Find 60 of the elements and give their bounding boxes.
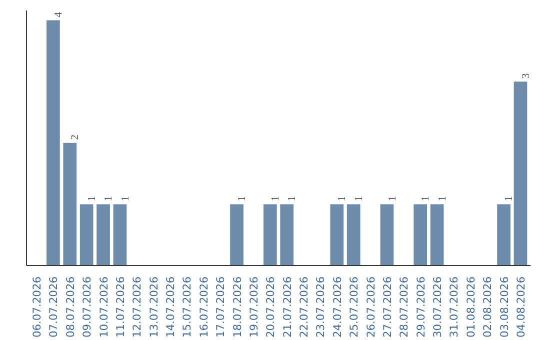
x-tick-label: 31.07.2026 xyxy=(448,276,461,338)
x-tick-label: 22.07.2026 xyxy=(298,276,311,338)
x-tick-label: 14.07.2026 xyxy=(164,276,178,338)
bar xyxy=(113,204,127,266)
data-label: 3 xyxy=(520,73,532,79)
data-label: 1 xyxy=(387,196,398,202)
x-tick-label: 17.07.2026 xyxy=(214,276,228,338)
bar xyxy=(514,82,528,266)
x-tick-label: 09.07.2026 xyxy=(80,276,94,338)
data-label: 1 xyxy=(270,196,282,202)
bar xyxy=(430,204,444,266)
x-tick-label: 10.07.2026 xyxy=(97,276,110,338)
bar xyxy=(96,204,110,266)
data-label: 1 xyxy=(420,196,432,202)
x-tick-label: 01.08.2026 xyxy=(464,276,478,338)
x-tick-label: 21.07.2026 xyxy=(280,276,294,338)
x-tick-label: 29.07.2026 xyxy=(414,276,428,338)
bar xyxy=(263,204,277,266)
bar xyxy=(280,204,294,266)
data-label: 2 xyxy=(70,134,82,140)
data-label: 1 xyxy=(287,196,298,202)
x-tick-label: 25.07.2026 xyxy=(348,276,361,338)
x-tick-label: 03.08.2026 xyxy=(498,276,511,338)
data-label: 1 xyxy=(504,196,516,202)
data-label: 1 xyxy=(86,196,98,202)
x-tick-label: 06.07.2026 xyxy=(30,276,44,338)
x-tick-label: 23.07.2026 xyxy=(314,276,328,338)
x-tick-label: 04.08.2026 xyxy=(514,276,528,338)
x-tick-label: 27.07.2026 xyxy=(380,276,394,338)
x-tick-label: 19.07.2026 xyxy=(247,276,260,338)
data-label: 1 xyxy=(437,196,448,202)
bar xyxy=(380,204,394,266)
bar xyxy=(80,204,94,266)
x-tick-label: 13.07.2026 xyxy=(147,276,160,338)
x-tick-label: 02.08.2026 xyxy=(481,276,494,338)
bar xyxy=(230,204,244,266)
data-label: 4 xyxy=(54,11,65,18)
bar xyxy=(414,204,428,266)
data-label: 1 xyxy=(237,196,248,202)
x-tick-label: 18.07.2026 xyxy=(230,276,244,338)
x-tick-label: 24.07.2026 xyxy=(330,276,344,338)
bar xyxy=(346,204,360,266)
x-tick-label: 30.07.2026 xyxy=(431,276,444,338)
bar xyxy=(330,204,344,266)
x-tick-label: 12.07.2026 xyxy=(130,276,144,338)
data-label: 1 xyxy=(120,196,132,202)
x-tick-label: 28.07.2026 xyxy=(398,276,411,338)
bar xyxy=(63,142,77,266)
x-tick-label: 16.07.2026 xyxy=(197,276,210,338)
x-tick-label: 15.07.2026 xyxy=(180,276,194,338)
data-label: 1 xyxy=(104,196,115,202)
bar xyxy=(497,204,510,266)
bar xyxy=(46,20,60,266)
x-tick-label: 20.07.2026 xyxy=(264,276,278,338)
x-tick-label: 08.07.2026 xyxy=(64,276,77,338)
x-tick-label: 26.07.2026 xyxy=(364,276,378,338)
x-tick-label: 07.07.2026 xyxy=(47,276,60,338)
x-tick-label: 11.07.2026 xyxy=(114,276,127,338)
data-label: 1 xyxy=(354,196,365,202)
data-label: 1 xyxy=(337,196,348,202)
